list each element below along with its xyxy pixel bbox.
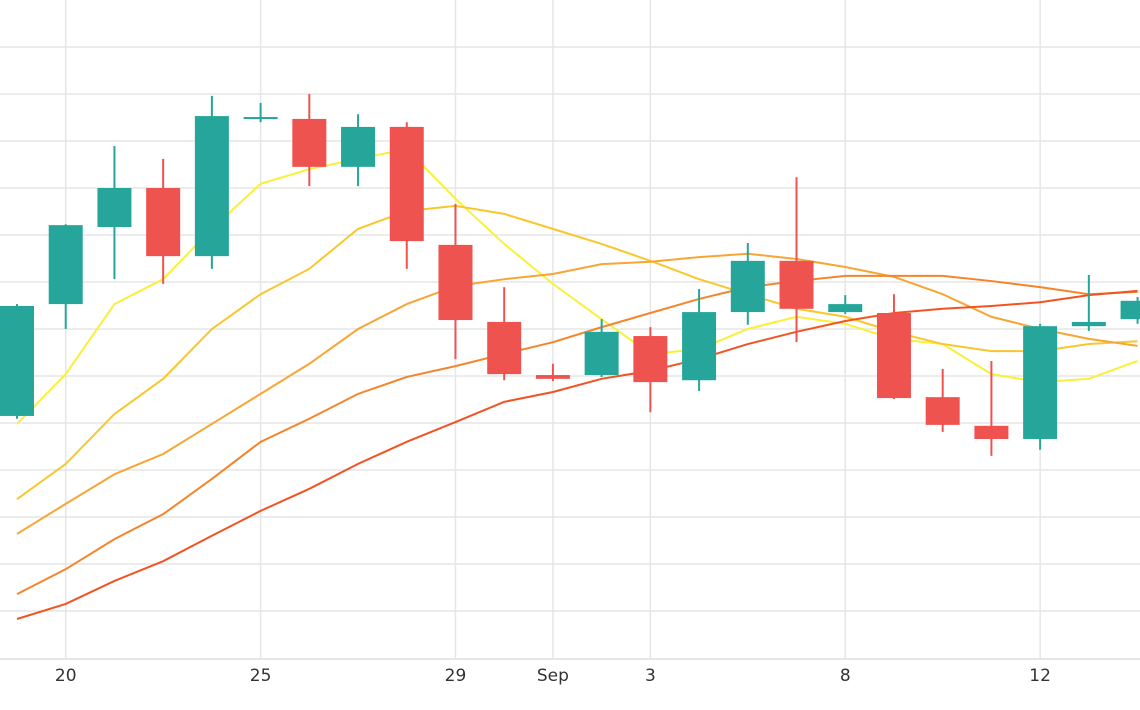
candle-body: [341, 126, 376, 167]
moving-average: [16, 274, 1138, 595]
x-tick-label: 29: [445, 666, 467, 686]
candle-body: [974, 425, 1009, 439]
candle-body: [925, 397, 960, 425]
candle-body: [682, 312, 717, 381]
candle-body: [48, 225, 83, 305]
candle-body: [487, 321, 522, 375]
candle-body: [243, 117, 278, 120]
x-tick-label: 12: [1029, 666, 1051, 686]
candle-body: [292, 118, 327, 167]
candle-body: [1023, 326, 1058, 439]
candle-body: [438, 244, 473, 321]
candle-body: [876, 313, 911, 399]
candle-body: [633, 336, 668, 383]
moving-average: [16, 147, 1138, 425]
candle-body: [146, 188, 181, 257]
candle-body: [535, 375, 570, 379]
x-tick-label: Sep: [537, 666, 569, 686]
candle-body: [779, 260, 814, 309]
candle-body: [97, 188, 132, 228]
candle-body: [1071, 321, 1106, 327]
candle-body: [389, 126, 424, 242]
x-tick-label: 3: [645, 666, 656, 686]
candle-body: [828, 304, 863, 313]
candle-body: [1120, 300, 1140, 320]
moving-average: [16, 204, 1138, 500]
candle-body: [194, 116, 229, 257]
candle-body: [0, 305, 34, 416]
candle-body: [584, 331, 619, 376]
moving-average: [16, 289, 1138, 620]
moving-average: [16, 252, 1138, 535]
x-tick-label: 25: [250, 666, 272, 686]
x-tick-label: 20: [55, 666, 77, 686]
x-tick-label: 8: [840, 666, 851, 686]
candle-body: [730, 260, 765, 313]
